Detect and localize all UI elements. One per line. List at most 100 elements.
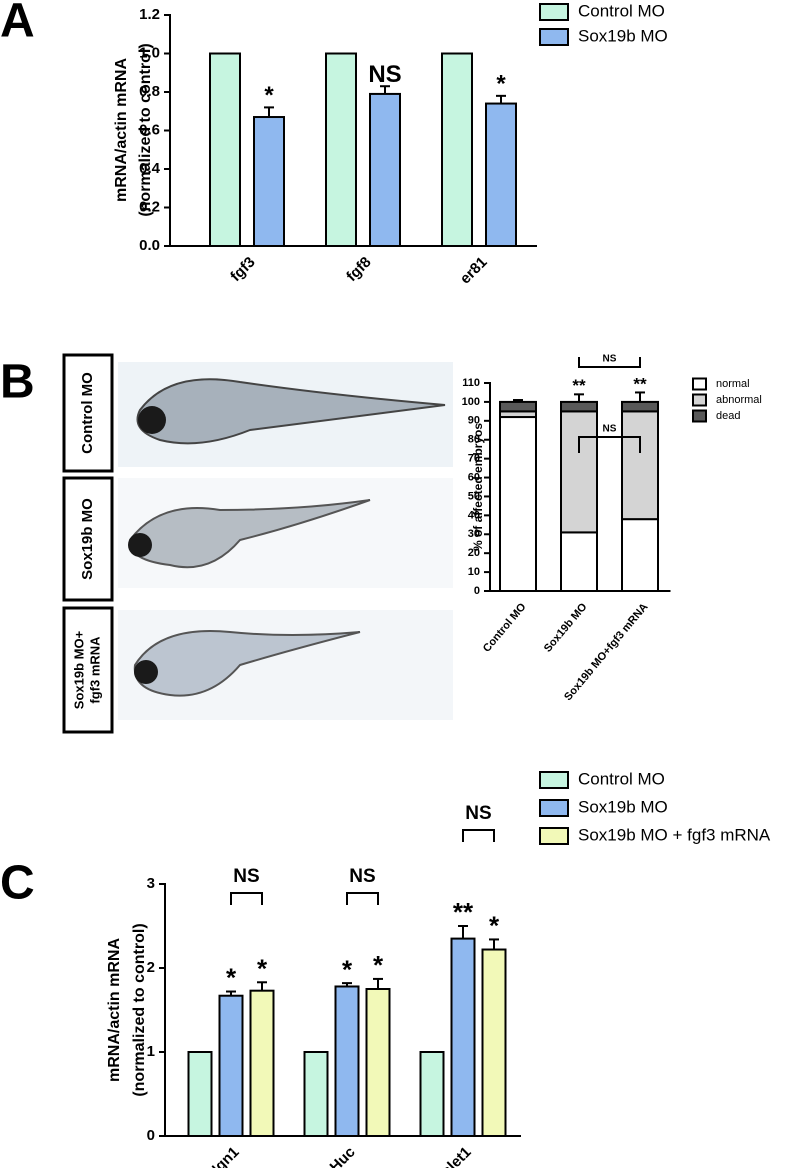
- significance-bracket: [462, 829, 495, 842]
- bar: [369, 92, 401, 247]
- y-tick-label: 70: [468, 453, 480, 465]
- y-tick-label: 2: [147, 959, 155, 976]
- y-axis-label: (normalized to control): [137, 43, 154, 216]
- bracket-label: NS: [465, 803, 491, 824]
- panel-label: A: [0, 0, 35, 48]
- bar: [249, 989, 275, 1137]
- bar: [560, 410, 598, 534]
- bar: [334, 985, 360, 1137]
- y-tick-label: 20: [468, 547, 480, 559]
- bar: [621, 410, 659, 521]
- significance-label: *: [342, 954, 353, 984]
- y-axis-label: (normalized to control): [131, 923, 148, 1096]
- y-tick-label: 40: [468, 509, 480, 521]
- bar: [621, 400, 659, 413]
- legend-swatch: [539, 28, 569, 46]
- significance-label: *: [257, 953, 268, 983]
- x-tick-label: Huc: [327, 1144, 359, 1168]
- y-tick-label: 0.8: [139, 83, 160, 100]
- y-tick-label: 10: [468, 566, 480, 578]
- image-label: fgf3 mRNA: [87, 636, 102, 704]
- significance-label: **: [453, 897, 474, 927]
- significance-label: *: [489, 911, 500, 941]
- bar: [481, 948, 507, 1138]
- bar: [325, 52, 357, 247]
- y-tick-label: 1.2: [139, 6, 160, 23]
- significance-label: **: [633, 374, 647, 393]
- x-tick-label: fgf8: [343, 254, 374, 285]
- legend-label: dead: [716, 410, 740, 422]
- y-axis-label: mRNA/actin mRNA: [106, 938, 123, 1082]
- y-axis-label: % of affected embryos: [471, 423, 485, 551]
- significance-label: *: [496, 70, 506, 97]
- y-tick-label: 0.2: [139, 198, 160, 215]
- y-tick-label: 80: [468, 434, 480, 446]
- bracket-label: NS: [349, 866, 375, 887]
- x-tick-label: fgf3: [227, 254, 258, 285]
- significance-label: *: [264, 82, 274, 109]
- bracket-label: NS: [603, 424, 617, 435]
- image-label: Sox19b MO: [79, 498, 96, 580]
- y-tick-label: 90: [468, 415, 480, 427]
- legend-swatch: [692, 409, 707, 423]
- significance-label: *: [373, 950, 384, 980]
- image-labels: [62, 353, 114, 734]
- x-tick-label: er81: [457, 254, 491, 288]
- x-tick-label: Control MO: [481, 601, 529, 655]
- y-tick-label: 50: [468, 490, 480, 502]
- y-tick-label: 1.0: [139, 44, 160, 61]
- bar: [365, 988, 391, 1137]
- legend-swatch: [539, 771, 569, 789]
- bracket-label: NS: [233, 866, 259, 887]
- significance-bracket: [578, 436, 641, 453]
- legend-swatch: [539, 827, 569, 845]
- y-axis-label: mRNA/actin mRNA: [113, 58, 130, 202]
- legend-swatch: [692, 377, 707, 391]
- significance-label: *: [226, 963, 237, 993]
- bar: [218, 994, 244, 1137]
- legend-label: abnormal: [716, 394, 762, 406]
- bar: [303, 1051, 329, 1137]
- embryo-photos: [118, 362, 453, 720]
- image-label: Control MO: [79, 372, 96, 454]
- bar: [209, 52, 241, 247]
- bar: [450, 937, 476, 1137]
- legend-label: Sox19b MO + fgf3 mRNA: [578, 825, 771, 844]
- legend-swatch: [692, 393, 707, 407]
- significance-label: NS: [368, 61, 401, 88]
- bar: [485, 102, 517, 247]
- x-tick-label: Islet1: [435, 1144, 474, 1168]
- bar: [253, 116, 285, 248]
- bar: [419, 1051, 445, 1137]
- significance-bracket: [230, 892, 263, 905]
- x-tick-label: Sox19b MO: [542, 601, 590, 655]
- bar: [621, 518, 659, 592]
- bar: [441, 52, 473, 247]
- legend-swatch: [539, 3, 569, 21]
- y-tick-label: 0.0: [139, 237, 160, 254]
- legend-label: normal: [716, 378, 750, 390]
- y-tick-label: 30: [468, 528, 480, 540]
- y-tick-label: 60: [468, 471, 480, 483]
- y-tick-label: 0.6: [139, 121, 160, 138]
- x-tick-label: Ngn1: [204, 1144, 243, 1168]
- bracket-label: NS: [603, 354, 617, 365]
- bar: [499, 400, 537, 413]
- legend-swatch: [539, 799, 569, 817]
- bar: [187, 1051, 213, 1137]
- panel-label: C: [0, 857, 35, 910]
- bar: [560, 400, 598, 413]
- bar: [560, 531, 598, 593]
- y-tick-label: 1: [147, 1043, 155, 1060]
- significance-bracket: [346, 892, 379, 905]
- y-tick-label: 0.4: [139, 160, 161, 177]
- legend-label: Sox19b MO: [578, 26, 668, 45]
- y-tick-label: 110: [462, 377, 480, 389]
- y-tick-label: 0: [147, 1127, 155, 1144]
- y-tick-label: 100: [462, 396, 480, 408]
- bar: [499, 416, 537, 593]
- panel-label: B: [0, 356, 35, 409]
- legend-label: Sox19b MO: [578, 797, 668, 816]
- y-tick-label: 3: [147, 875, 155, 892]
